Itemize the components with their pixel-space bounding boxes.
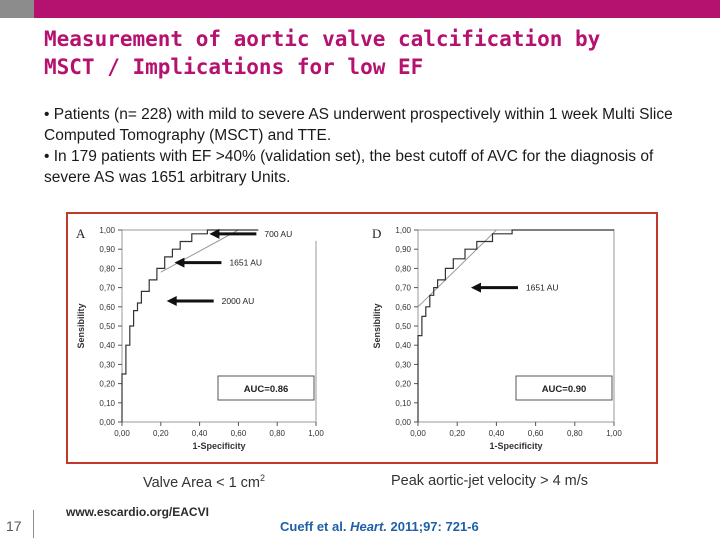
panel-d-x-axis-label: 1-Specificity: [489, 441, 542, 451]
panel-d-y-tick-label: 0,20: [395, 380, 411, 389]
panel-a-auc-label: AUC=0.86: [244, 384, 289, 395]
panel-a-x-tick-label: 0,80: [269, 429, 285, 438]
panel-d-y-tick-label: 1,00: [395, 226, 411, 235]
panel-a-y-tick-label: 0,30: [99, 360, 115, 369]
panel-a-y-tick-label: 0,50: [99, 322, 115, 331]
citation-volume: 2011;97: 721-6: [386, 519, 479, 534]
panel-d-y-tick-label: 0,30: [395, 360, 411, 369]
panel-d-x-tick-label: 0,00: [410, 429, 426, 438]
panel-d-auc-box: [515, 375, 613, 401]
panel-d-roc-curve: [417, 229, 614, 422]
citation-authors: Cueff et al.: [280, 519, 351, 534]
panel-d-label: D: [372, 226, 381, 241]
bullet-1: • Patients (n= 228) with mild to severe …: [44, 106, 673, 144]
panel-d-x-tick-label: 0,20: [449, 429, 465, 438]
panel-a-x-tick-label: 0,60: [231, 429, 247, 438]
roc-charts-svg: 0,00 0,10 0,20 0,30 0,40 0,50 0,60 0,70 0,80 0,90…: [76, 224, 622, 451]
panel-d-annotation-arrowhead: [470, 282, 481, 293]
citation: Cueff et al. Heart. 2011;97: 721-6: [280, 519, 479, 534]
panel-d-annotation-box: [519, 278, 592, 295]
panel-d-y-tick-label: 0,70: [395, 284, 411, 293]
title-line-1: Measurement of aortic valve calcificatio…: [44, 27, 601, 51]
caption-jet-velocity: Peak aortic-jet velocity > 4 m/s: [391, 473, 589, 489]
panel-d-y-tick-label: 0,90: [395, 245, 411, 254]
panel-a-x-tick-label: 0,40: [192, 429, 208, 438]
panel-d-x-tick-label: 0,60: [528, 429, 544, 438]
panel-d-x-tick-label: 0,80: [567, 429, 583, 438]
panel-a-y-axis-label: Sensibility: [76, 303, 86, 348]
page-number: 17: [6, 518, 22, 534]
panel-d-annotation-label: 1651 AU: [526, 283, 559, 293]
bullet-list: • Patients (n= 228) with mild to severe …: [44, 104, 694, 188]
panel-d-x-tick-label: 1,00: [606, 429, 622, 438]
panel-d-y-tick-label: 0,50: [395, 322, 411, 331]
caption-valve-area-superscript: 2: [260, 473, 266, 483]
roc-figure: 0,00 0,10 0,20 0,30 0,40 0,50 0,60 0,70 0,80 0,90…: [66, 212, 658, 464]
panel-a-annotation-arrowhead: [209, 228, 220, 239]
panel-a-y-tick-label: 0,40: [99, 341, 115, 350]
panel-a-x-axis-label: 1-Specificity: [192, 441, 245, 451]
panel-a-y-tick-label: 1,00: [99, 226, 115, 235]
citation-journal: Heart.: [350, 519, 387, 534]
panel-a-y-tick-label: 0,90: [99, 245, 115, 254]
panel-a-y-tick-label: 0,60: [99, 303, 115, 312]
panel-a-annotation-box: [258, 224, 331, 241]
panel-a-y-tick-label: 0,20: [99, 380, 115, 389]
footer-divider: [33, 510, 34, 538]
panel-a-y-tick-label: 0,70: [99, 284, 115, 293]
panel-a-annotation-box: [215, 292, 288, 309]
header-gray-accent: [0, 0, 34, 18]
panel-a-y-tick-label: 0,80: [99, 264, 115, 273]
panel-a-x-tick-label: 0,20: [153, 429, 169, 438]
bullet-2: • In 179 patients with EF >40% (validati…: [44, 148, 654, 186]
panel-a-annotation-box: [223, 253, 296, 270]
panel-a-annotation-label: 700 AU: [264, 229, 292, 239]
caption-valve-area-text: Valve Area < 1 cm: [143, 474, 260, 491]
panel-a-x-tick-label: 1,00: [308, 429, 324, 438]
header-pink-bar: [34, 0, 720, 18]
panel-a-annotation-label: 2000 AU: [222, 296, 255, 306]
panel-a-x-tick-label: 0,00: [114, 429, 130, 438]
footer-url: www.escardio.org/EACVI: [66, 505, 209, 519]
panel-a-y-tick-label: 0,10: [99, 399, 115, 408]
panel-a-annotation-arrowhead: [166, 296, 177, 307]
panel-a-annotation-label: 1651 AU: [229, 258, 262, 268]
caption-valve-area: Valve Area < 1 cm2: [143, 473, 265, 491]
panel-d-y-tick-label: 0,60: [395, 303, 411, 312]
panel-d-y-tick-label: 0,00: [395, 418, 411, 427]
panel-a-y-tick-label: 0,00: [99, 418, 115, 427]
panel-a-reference-line: [160, 229, 239, 273]
panel-d-x-tick-label: 0,40: [489, 429, 505, 438]
panel-a-label: A: [76, 226, 86, 241]
panel-d-y-axis-label: Sensibility: [372, 303, 382, 348]
title-line-2: MSCT / Implications for low EF: [44, 55, 424, 79]
panel-a-annotation-arrowhead: [174, 257, 185, 268]
slide-title: Measurement of aortic valve calcificatio…: [44, 25, 704, 81]
panel-d-y-tick-label: 0,10: [395, 399, 411, 408]
panel-d-y-tick-label: 0,40: [395, 341, 411, 350]
panel-a-roc-curve: [121, 229, 316, 422]
panel-d-auc-label: AUC=0.90: [542, 384, 587, 395]
panel-a-auc-box: [217, 375, 315, 401]
panel-d-reference-line: [417, 229, 497, 308]
panel-d-y-tick-label: 0,80: [395, 264, 411, 273]
